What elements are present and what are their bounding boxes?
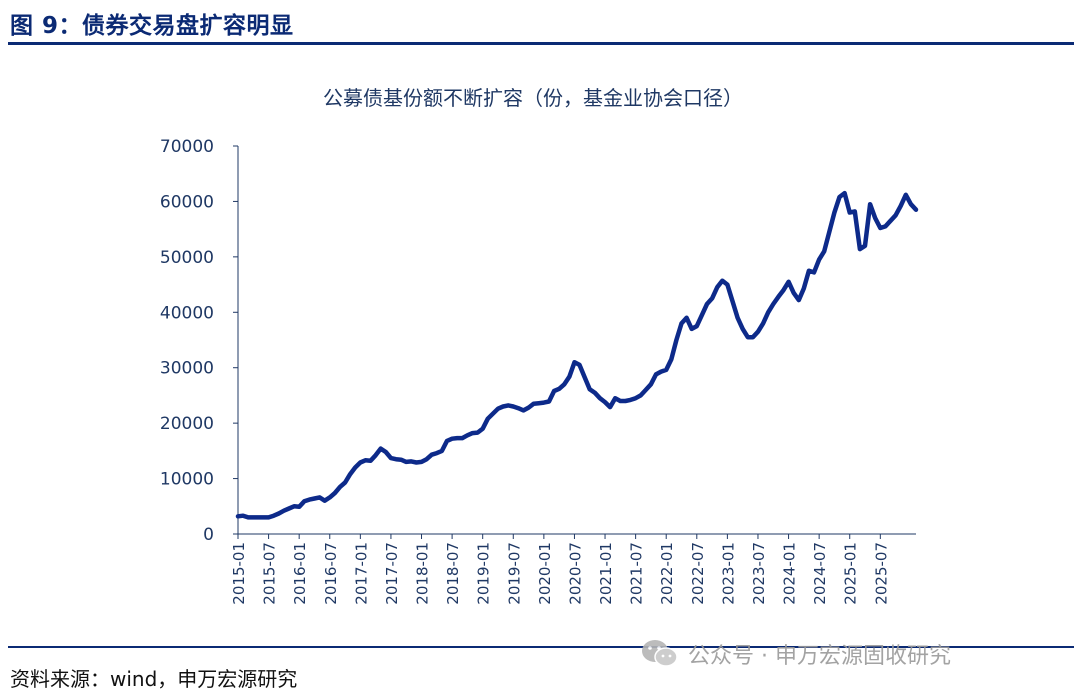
x-tick-label: 2022-01 — [658, 542, 676, 605]
x-tick-label: 2021-07 — [628, 542, 646, 605]
wechat-icon — [642, 640, 678, 667]
x-tick-label: 2023-01 — [719, 542, 737, 605]
footer-divider — [8, 646, 1074, 648]
y-tick-label: 20000 — [160, 414, 214, 434]
x-tick-label: 2021-01 — [597, 542, 615, 605]
x-tick-label: 2015-07 — [261, 542, 279, 605]
x-tick-label: 2025-01 — [842, 542, 860, 605]
x-tick-label: 2017-07 — [383, 542, 401, 605]
x-tick-label: 2018-07 — [444, 542, 462, 605]
y-tick-label: 60000 — [160, 192, 214, 212]
figure-title: 图 9：债券交易盘扩容明显 — [10, 13, 294, 39]
x-tick-label: 2019-01 — [475, 542, 493, 605]
chart-title: 公募债基份额不断扩容（份，基金业协会口径） — [323, 86, 743, 110]
x-tick-label: 2024-01 — [781, 542, 799, 605]
y-tick-label: 50000 — [160, 248, 214, 268]
x-tick-label: 2016-07 — [322, 542, 340, 605]
x-tick-label: 2017-01 — [352, 542, 370, 605]
y-tick-label: 70000 — [160, 137, 214, 157]
x-tick-label: 2020-01 — [536, 542, 554, 605]
x-tick-label: 2020-07 — [566, 542, 584, 605]
x-tick-label: 2022-07 — [689, 542, 707, 605]
x-tick-label: 2025-07 — [872, 542, 890, 605]
series-group — [235, 190, 919, 520]
x-tick-label: 2023-07 — [750, 542, 768, 605]
watermark: 公众号 · 申万宏源固收研究 — [640, 638, 951, 670]
x-axis-ticks: 2015-01 2015-07 2016-01 2016-07 2017-01 2017-… — [230, 534, 890, 605]
line-chart: 公募债基份额不断扩容（份，基金业协会口径） 0 10000 20000 30000 40… — [160, 86, 919, 605]
y-tick-label: 40000 — [160, 303, 214, 323]
axes — [237, 146, 916, 535]
y-tick-label: 30000 — [160, 359, 214, 379]
x-tick-label: 2015-01 — [230, 542, 248, 605]
series-line — [235, 190, 919, 520]
source-note: 资料来源：wind，申万宏源研究 — [10, 667, 298, 691]
x-tick-label: 2019-07 — [505, 542, 523, 605]
y-axis-ticks: 0 10000 20000 30000 40000 50000 60000 70000 — [160, 137, 238, 545]
watermark-text: 公众号 · 申万宏源固收研究 — [688, 644, 951, 669]
header-divider — [8, 42, 1074, 45]
x-tick-label: 2018-01 — [414, 542, 432, 605]
y-tick-label: 10000 — [160, 470, 214, 490]
y-tick-label: 0 — [203, 525, 214, 545]
x-tick-label: 2016-01 — [291, 542, 309, 605]
x-tick-label: 2024-07 — [811, 542, 829, 605]
